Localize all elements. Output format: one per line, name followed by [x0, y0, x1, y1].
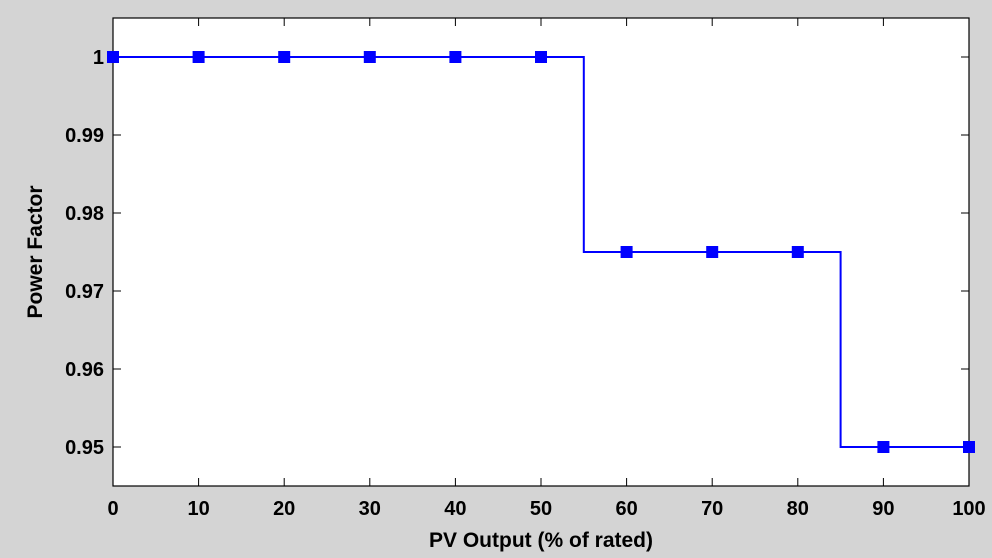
data-point — [278, 51, 291, 63]
data-point — [877, 441, 890, 453]
x-tick-label: 30 — [359, 498, 381, 520]
x-tick-label: 90 — [872, 498, 894, 520]
axis-ticks — [112, 18, 970, 486]
data-point — [706, 246, 719, 258]
data-point — [620, 246, 633, 258]
x-tick-label: 10 — [187, 498, 209, 520]
x-axis-title: PV Output (% of rated) — [429, 529, 653, 552]
y-tick-label: 0.95 — [65, 437, 104, 459]
data-point — [963, 441, 975, 453]
x-tick-label: 0 — [107, 498, 118, 520]
x-tick-label: 80 — [787, 498, 809, 520]
x-tick-label: 50 — [530, 498, 552, 520]
y-tick-label: 0.99 — [65, 125, 104, 147]
x-tick-label: 100 — [952, 498, 985, 520]
tick-labels: 0 10 20 30 40 50 60 70 80 90 100 0.95 0.96 0.97 0.98 0.… — [65, 47, 986, 520]
x-tick-label: 60 — [615, 498, 637, 520]
data-point — [449, 51, 462, 63]
x-tick-label: 40 — [444, 498, 466, 520]
data-point — [107, 51, 119, 63]
y-tick-label: 1 — [93, 47, 104, 69]
y-tick-label: 0.96 — [65, 359, 104, 381]
data-point — [192, 51, 205, 63]
data-point — [535, 51, 547, 63]
data-series — [107, 51, 975, 453]
y-axis-title: Power Factor — [24, 185, 47, 318]
x-tick-label: 70 — [701, 498, 723, 520]
x-tick-label: 20 — [273, 498, 295, 520]
data-point — [791, 246, 804, 258]
y-tick-label: 0.98 — [65, 203, 104, 225]
y-tick-label: 0.97 — [65, 281, 104, 303]
data-point — [363, 51, 376, 63]
